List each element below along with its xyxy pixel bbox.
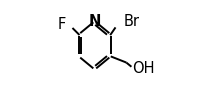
Text: N: N [89, 14, 101, 29]
Text: F: F [57, 17, 66, 32]
Text: OH: OH [132, 61, 155, 76]
Text: Br: Br [123, 14, 139, 29]
